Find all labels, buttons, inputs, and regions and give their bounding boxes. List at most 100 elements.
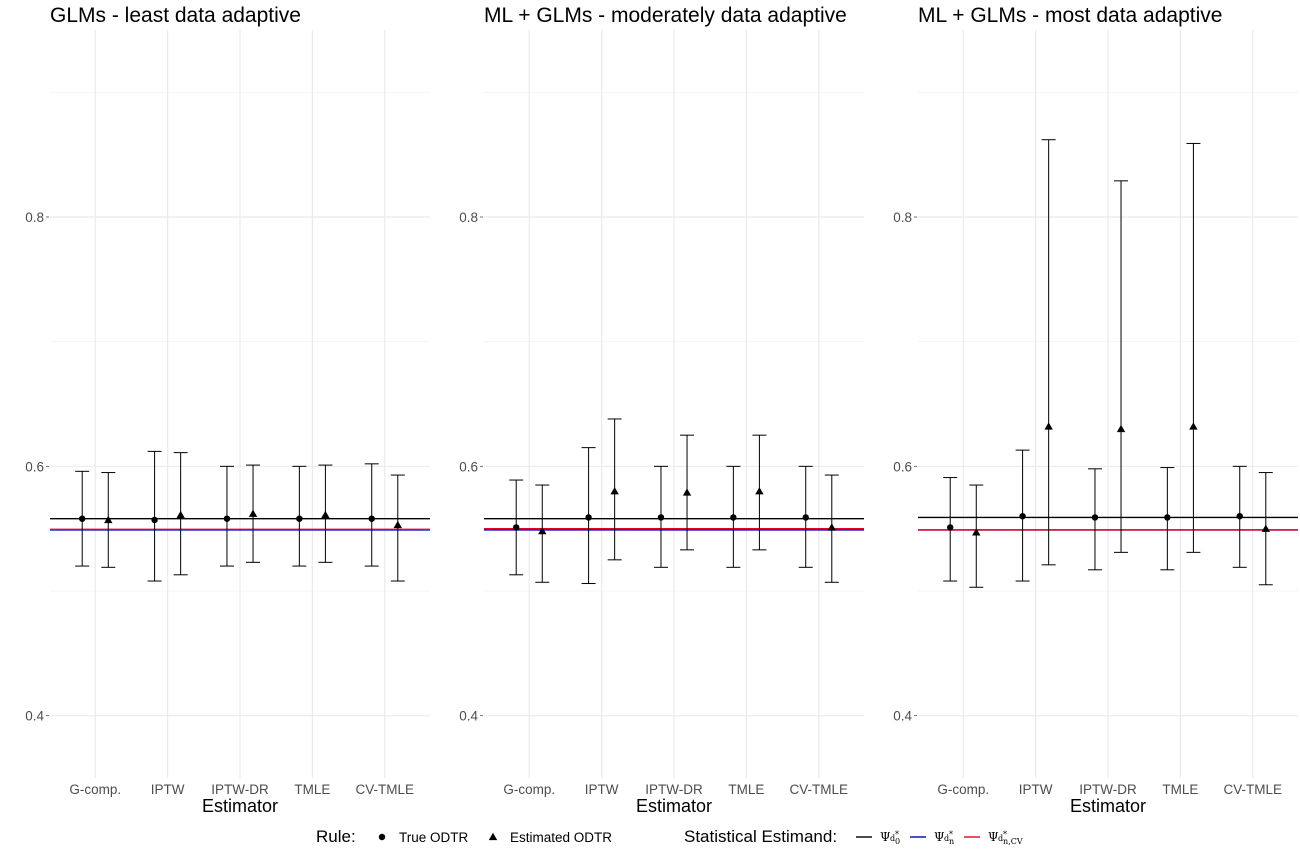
panel-3: ML + GLMs - most data adaptive 0.4 0.6 0.8 G…	[893, 4, 1298, 816]
x-tick-label: TMLE	[1162, 782, 1198, 797]
point-triangle	[104, 515, 113, 524]
legend-estimand-sup: *	[895, 830, 899, 839]
errorbar-estimated-odtr	[101, 472, 116, 568]
errorbar-estimated-odtr	[752, 434, 767, 551]
point-circle	[151, 516, 158, 524]
y-tick-label: 0.6	[459, 459, 478, 474]
legend-estimand-sub: n	[949, 837, 954, 846]
point-triangle	[176, 510, 185, 519]
point-triangle	[393, 520, 402, 529]
point-circle	[368, 515, 375, 522]
x-tick-label: CV-TMLE	[1224, 782, 1283, 797]
legend-key-triangle	[488, 832, 498, 841]
point-circle	[730, 514, 737, 521]
legend-estimand-title: Statistical Estimand:	[684, 827, 837, 846]
x-tick-label: IPTW	[151, 782, 185, 797]
errorbar-estimated-odtr	[1258, 472, 1273, 586]
legend-estimand-sup: *	[949, 830, 953, 839]
errorbar-true-odtr	[1015, 449, 1030, 582]
errorbar-true-odtr	[1160, 467, 1175, 571]
errorbar-estimated-odtr	[969, 484, 984, 588]
legend-estimand-base: d	[890, 834, 895, 843]
legend-estimand-symbol: Ψ	[880, 830, 891, 844]
legend-item-true-odtr: True ODTR	[378, 830, 469, 845]
legend-estimand-sup: *	[1003, 830, 1007, 839]
errorbar-true-odtr	[292, 465, 307, 567]
point-circle	[513, 524, 520, 531]
chart-panels: GLMs - least data adaptive 0.4 0.6 0.8 G-com…	[25, 4, 1298, 816]
errorbar-true-odtr	[75, 470, 90, 567]
errorbar-true-odtr	[364, 463, 379, 567]
point-triangle	[1116, 424, 1126, 433]
point-triangle	[1189, 422, 1198, 430]
point-circle	[657, 514, 665, 521]
y-tick-label: 0.4	[893, 709, 912, 724]
point-triangle	[248, 509, 258, 517]
panel-2: ML + GLMs - moderately data adaptive 0.4 0…	[459, 4, 864, 816]
x-axis-title: Estimator	[1070, 796, 1146, 816]
errorbar-true-odtr	[943, 477, 958, 582]
point-circle	[585, 514, 592, 521]
legend-rule-title: Rule:	[316, 827, 356, 846]
point-triangle	[1261, 524, 1270, 532]
y-tick-label: 0.4	[25, 709, 44, 724]
x-tick-label: IPTW-DR	[645, 782, 703, 797]
legend-estimand-sub: 0	[895, 837, 900, 846]
y-tick-label: 0.8	[25, 210, 44, 225]
x-tick-label: G-comp.	[503, 782, 555, 797]
x-axis-title: Estimator	[202, 796, 278, 816]
panel-title: ML + GLMs - most data adaptive	[918, 4, 1222, 27]
errorbar-true-odtr	[509, 479, 524, 576]
point-triangle	[682, 488, 692, 496]
legend-estimand-symbol: Ψ	[934, 830, 945, 844]
errorbar-estimated-odtr	[1114, 180, 1129, 553]
point-circle	[223, 515, 231, 522]
legend-estimand-sub: n,CV	[1003, 837, 1023, 846]
point-circle	[296, 515, 303, 522]
point-circle	[1236, 513, 1243, 520]
legend: Rule: True ODTR Estimated ODTR Statistical …	[316, 827, 1023, 846]
errorbar-true-odtr	[1087, 468, 1102, 571]
errorbar-estimated-odtr	[1041, 139, 1056, 566]
errorbar-true-odtr	[147, 450, 162, 582]
panel-title: GLMs - least data adaptive	[50, 4, 301, 27]
x-axis-title: Estimator	[636, 796, 712, 816]
x-tick-label: G-comp.	[69, 782, 121, 797]
errorbar-true-odtr	[219, 465, 234, 567]
errorbar-true-odtr	[798, 465, 813, 568]
y-tick-label: 0.6	[893, 459, 912, 474]
legend-label: True ODTR	[399, 830, 469, 845]
legend-estimand-symbol: Ψ	[988, 830, 999, 844]
x-tick-label: IPTW	[1019, 782, 1053, 797]
point-triangle	[321, 510, 330, 519]
errorbar-estimated-odtr	[824, 474, 839, 583]
legend-estimand-base: d	[998, 834, 1003, 843]
errorbar-estimated-odtr	[318, 464, 333, 563]
errorbar-true-odtr	[726, 465, 741, 568]
legend-key-circle	[378, 833, 386, 841]
y-tick-label: 0.8	[459, 210, 478, 225]
x-tick-label: CV-TMLE	[790, 782, 849, 797]
panel-title: ML + GLMs - moderately data adaptive	[484, 4, 847, 27]
x-tick-label: IPTW-DR	[1079, 782, 1137, 797]
errorbar-estimated-odtr	[680, 434, 695, 551]
errorbar-estimated-odtr	[535, 484, 550, 583]
x-tick-label: CV-TMLE	[356, 782, 415, 797]
x-tick-label: IPTW	[585, 782, 619, 797]
errorbar-estimated-odtr	[607, 418, 622, 561]
errorbar-true-odtr	[653, 465, 668, 568]
point-triangle	[610, 487, 619, 495]
errorbar-estimated-odtr	[390, 474, 405, 582]
legend-label: Estimated ODTR	[510, 830, 612, 845]
point-triangle	[755, 487, 764, 495]
point-triangle	[538, 526, 547, 535]
point-circle	[1091, 514, 1099, 521]
legend-estimand-base: d	[944, 834, 949, 843]
errorbar-estimated-odtr	[173, 452, 188, 576]
x-tick-label: TMLE	[294, 782, 330, 797]
errorbar-true-odtr	[1232, 465, 1247, 568]
panel-1: GLMs - least data adaptive 0.4 0.6 0.8 G-com…	[25, 4, 430, 816]
